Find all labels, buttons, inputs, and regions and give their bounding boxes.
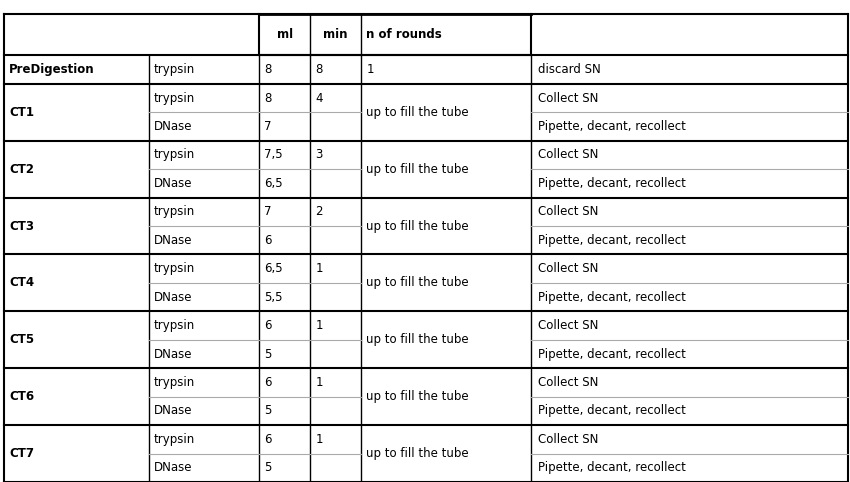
Text: PreDigestion: PreDigestion bbox=[9, 63, 95, 76]
Text: up to fill the tube: up to fill the tube bbox=[366, 390, 469, 403]
Text: 7: 7 bbox=[264, 120, 272, 133]
Text: Pipette, decant, recollect: Pipette, decant, recollect bbox=[538, 120, 686, 133]
Text: trypsin: trypsin bbox=[154, 205, 196, 218]
Text: DNase: DNase bbox=[154, 177, 192, 190]
Text: 4: 4 bbox=[315, 92, 323, 105]
Text: Collect SN: Collect SN bbox=[538, 148, 598, 161]
Text: 6,5: 6,5 bbox=[264, 262, 283, 275]
Text: 8: 8 bbox=[315, 63, 323, 76]
Text: min: min bbox=[324, 28, 348, 41]
Text: Collect SN: Collect SN bbox=[538, 262, 598, 275]
Text: up to fill the tube: up to fill the tube bbox=[366, 220, 469, 232]
Text: 5: 5 bbox=[264, 404, 272, 417]
Text: CT1: CT1 bbox=[9, 106, 34, 119]
Text: 6: 6 bbox=[264, 234, 272, 247]
Text: discard SN: discard SN bbox=[538, 63, 601, 76]
Text: 8: 8 bbox=[264, 92, 272, 105]
Text: Pipette, decant, recollect: Pipette, decant, recollect bbox=[538, 404, 686, 417]
Text: n of rounds: n of rounds bbox=[366, 28, 442, 41]
Text: 8: 8 bbox=[264, 63, 272, 76]
Text: CT2: CT2 bbox=[9, 163, 34, 175]
Text: DNase: DNase bbox=[154, 234, 192, 247]
Text: Pipette, decant, recollect: Pipette, decant, recollect bbox=[538, 291, 686, 304]
Text: CT3: CT3 bbox=[9, 220, 34, 232]
Text: 2: 2 bbox=[315, 205, 323, 218]
Text: 1: 1 bbox=[366, 63, 374, 76]
Text: CT4: CT4 bbox=[9, 277, 35, 289]
Text: 7: 7 bbox=[264, 205, 272, 218]
Text: CT7: CT7 bbox=[9, 447, 34, 460]
Text: up to fill the tube: up to fill the tube bbox=[366, 163, 469, 175]
Text: trypsin: trypsin bbox=[154, 433, 196, 446]
Text: 1: 1 bbox=[315, 376, 323, 389]
Text: 7,5: 7,5 bbox=[264, 148, 283, 161]
Text: trypsin: trypsin bbox=[154, 92, 196, 105]
Text: up to fill the tube: up to fill the tube bbox=[366, 447, 469, 460]
Text: Pipette, decant, recollect: Pipette, decant, recollect bbox=[538, 234, 686, 247]
Text: CT6: CT6 bbox=[9, 390, 35, 403]
Text: up to fill the tube: up to fill the tube bbox=[366, 334, 469, 346]
Text: up to fill the tube: up to fill the tube bbox=[366, 106, 469, 119]
Text: 5: 5 bbox=[264, 461, 272, 474]
Text: 3: 3 bbox=[315, 148, 323, 161]
Text: 1: 1 bbox=[315, 262, 323, 275]
Text: DNase: DNase bbox=[154, 348, 192, 361]
Text: 6,5: 6,5 bbox=[264, 177, 283, 190]
Text: 1: 1 bbox=[315, 319, 323, 332]
Text: ml: ml bbox=[277, 28, 292, 41]
Text: Collect SN: Collect SN bbox=[538, 433, 598, 446]
Text: trypsin: trypsin bbox=[154, 148, 196, 161]
Text: 6: 6 bbox=[264, 319, 272, 332]
Text: trypsin: trypsin bbox=[154, 319, 196, 332]
Text: trypsin: trypsin bbox=[154, 262, 196, 275]
Text: Collect SN: Collect SN bbox=[538, 92, 598, 105]
Text: Collect SN: Collect SN bbox=[538, 319, 598, 332]
Text: Pipette, decant, recollect: Pipette, decant, recollect bbox=[538, 177, 686, 190]
Text: 6: 6 bbox=[264, 376, 272, 389]
Text: CT5: CT5 bbox=[9, 334, 35, 346]
Text: up to fill the tube: up to fill the tube bbox=[366, 277, 469, 289]
Text: 5: 5 bbox=[264, 348, 272, 361]
Text: 6: 6 bbox=[264, 433, 272, 446]
Text: DNase: DNase bbox=[154, 461, 192, 474]
Text: trypsin: trypsin bbox=[154, 63, 196, 76]
Text: Pipette, decant, recollect: Pipette, decant, recollect bbox=[538, 461, 686, 474]
Text: DNase: DNase bbox=[154, 291, 192, 304]
Text: trypsin: trypsin bbox=[154, 376, 196, 389]
Text: Collect SN: Collect SN bbox=[538, 205, 598, 218]
Text: DNase: DNase bbox=[154, 404, 192, 417]
Text: DNase: DNase bbox=[154, 120, 192, 133]
Text: Collect SN: Collect SN bbox=[538, 376, 598, 389]
Text: 5,5: 5,5 bbox=[264, 291, 283, 304]
Text: Pipette, decant, recollect: Pipette, decant, recollect bbox=[538, 348, 686, 361]
Text: 1: 1 bbox=[315, 433, 323, 446]
